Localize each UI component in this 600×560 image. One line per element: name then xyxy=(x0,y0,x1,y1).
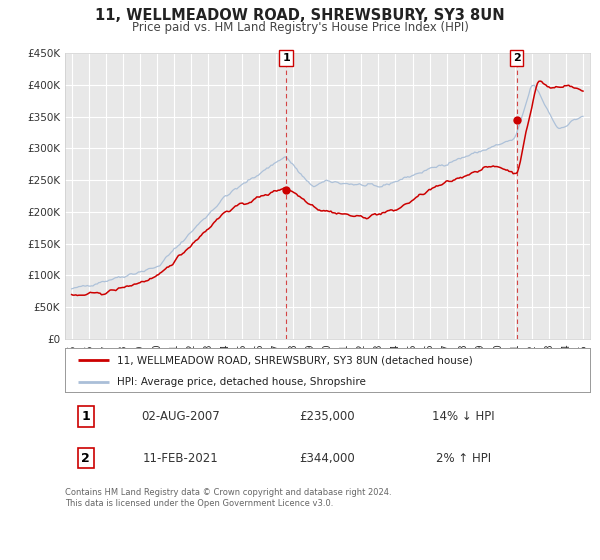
Text: 1: 1 xyxy=(282,53,290,63)
Text: Contains HM Land Registry data © Crown copyright and database right 2024.
This d: Contains HM Land Registry data © Crown c… xyxy=(65,488,391,508)
Text: 11-FEB-2021: 11-FEB-2021 xyxy=(142,451,218,465)
Text: 11, WELLMEADOW ROAD, SHREWSBURY, SY3 8UN: 11, WELLMEADOW ROAD, SHREWSBURY, SY3 8UN xyxy=(95,8,505,24)
Text: £344,000: £344,000 xyxy=(299,451,355,465)
Text: 2: 2 xyxy=(513,53,521,63)
Text: 02-AUG-2007: 02-AUG-2007 xyxy=(141,410,220,423)
Text: £235,000: £235,000 xyxy=(299,410,355,423)
Text: 2: 2 xyxy=(82,451,90,465)
Text: 2% ↑ HPI: 2% ↑ HPI xyxy=(436,451,491,465)
Text: Price paid vs. HM Land Registry's House Price Index (HPI): Price paid vs. HM Land Registry's House … xyxy=(131,21,469,34)
Text: HPI: Average price, detached house, Shropshire: HPI: Average price, detached house, Shro… xyxy=(118,377,366,388)
Text: 11, WELLMEADOW ROAD, SHREWSBURY, SY3 8UN (detached house): 11, WELLMEADOW ROAD, SHREWSBURY, SY3 8UN… xyxy=(118,355,473,365)
Text: 14% ↓ HPI: 14% ↓ HPI xyxy=(433,410,495,423)
Text: 1: 1 xyxy=(82,410,90,423)
